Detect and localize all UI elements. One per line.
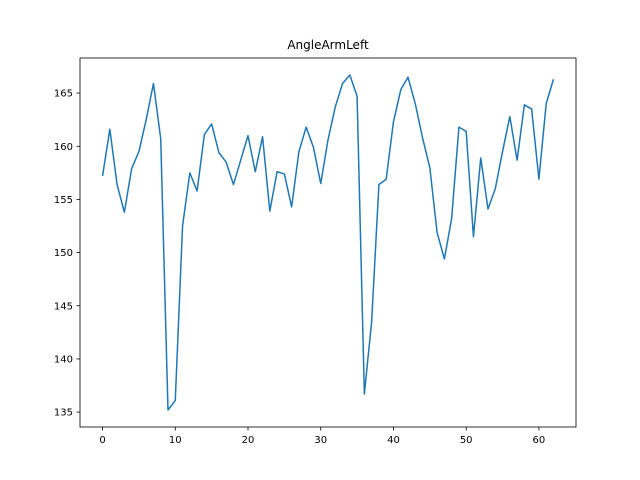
chart-title: AngleArmLeft (287, 38, 369, 52)
x-axis: 0 10 20 30 40 50 60 (99, 427, 545, 446)
y-tick-label: 165 (54, 89, 73, 100)
y-tick-label: 150 (54, 248, 73, 259)
y-tick-label: 135 (54, 408, 73, 419)
x-tick-label: 60 (533, 435, 546, 446)
y-tick-label: 155 (54, 195, 73, 206)
plot-frame (79, 57, 577, 428)
y-tick-label: 160 (54, 142, 73, 153)
plot-area (79, 57, 577, 428)
x-tick-label: 30 (314, 435, 327, 446)
y-tick-label: 140 (54, 354, 73, 365)
x-tick-label: 50 (460, 435, 473, 446)
x-tick-label: 20 (242, 435, 255, 446)
x-tick-label: 10 (169, 435, 182, 446)
x-tick-label: 40 (387, 435, 400, 446)
x-tick-label: 0 (99, 435, 105, 446)
series-line (101, 74, 555, 411)
y-axis: 135 140 145 150 155 160 165 (54, 89, 80, 419)
y-tick-label: 145 (54, 301, 73, 312)
